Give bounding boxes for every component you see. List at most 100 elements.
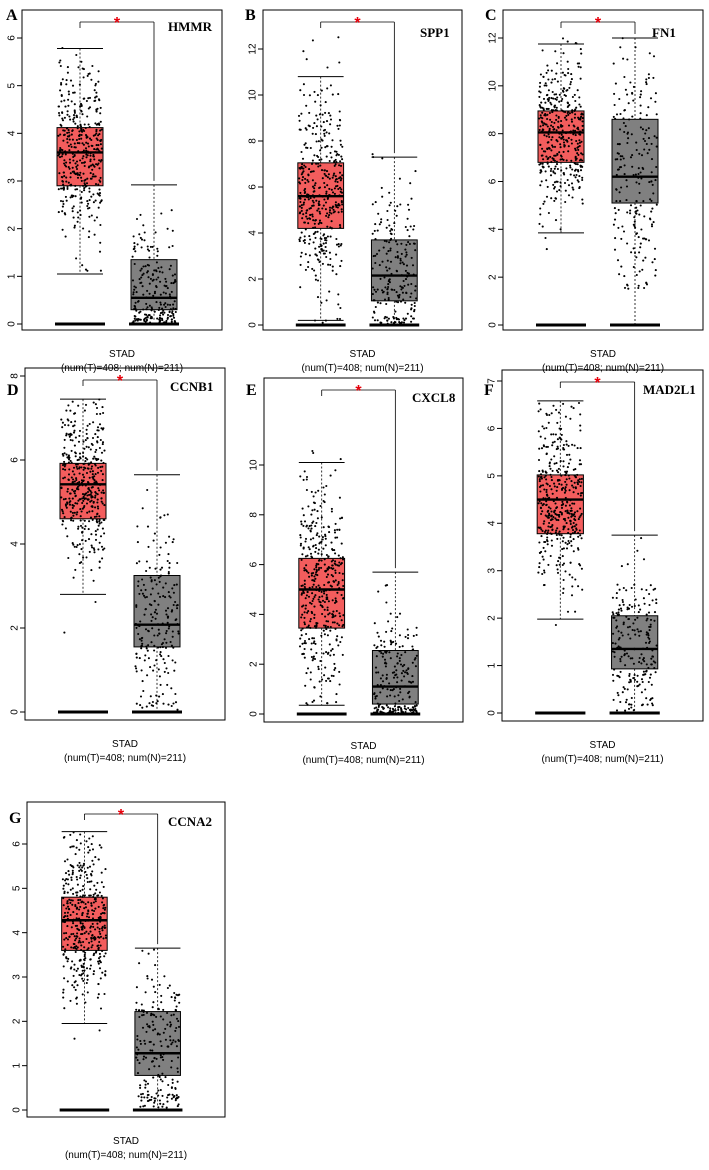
data-point [88,230,91,233]
data-point [652,192,655,195]
data-point [556,537,559,540]
data-point [561,563,564,567]
data-point [545,490,548,494]
data-point [314,626,318,629]
data-point [617,694,620,697]
data-point [552,404,555,407]
data-point [73,154,76,157]
data-point [579,118,582,121]
data-point [88,941,91,944]
data-point [374,290,378,293]
data-point [564,200,567,204]
data-point [144,608,147,611]
panel-letter: C [485,7,497,24]
data-point [60,81,63,85]
data-point [67,424,70,427]
data-point [632,85,635,88]
data-point [549,467,552,470]
data-point [402,279,405,283]
data-point [537,458,541,462]
data-point [391,707,394,710]
gene-label: MAD2L1 [643,382,696,397]
data-point [564,480,567,483]
data-point [160,1001,163,1004]
data-point [63,476,66,479]
data-point [327,555,330,558]
data-point [399,300,403,303]
data-point [387,317,390,320]
data-point [376,229,379,232]
data-point [160,566,164,569]
data-point [137,632,140,636]
data-point [158,695,161,698]
data-point [335,237,338,241]
data-point [400,321,403,324]
data-point [312,571,315,575]
data-point [83,409,86,412]
data-point [69,510,72,513]
data-point [630,586,633,590]
data-point [65,907,68,910]
data-point [633,629,636,632]
data-point [567,516,570,519]
data-point [65,199,68,202]
data-point [413,304,416,308]
data-point [313,508,316,511]
data-point [374,305,377,309]
data-point [555,496,559,499]
data-point [313,184,316,187]
data-point [154,269,158,272]
data-point [617,168,620,171]
data-point [87,97,90,100]
data-point [334,185,338,188]
data-point [648,592,651,596]
data-point [93,884,96,887]
data-point [622,603,625,606]
data-point [167,1094,170,1097]
data-point [309,238,312,241]
data-point [646,152,649,155]
data-point [170,1043,173,1046]
data-point [61,878,64,881]
data-point [312,641,315,645]
data-point [580,537,583,540]
data-point [69,79,73,82]
data-point [398,634,401,637]
data-point [642,670,645,673]
data-point [96,440,99,443]
data-point [313,187,316,190]
data-point [141,1014,144,1017]
data-point [581,178,584,182]
data-point [308,575,311,578]
data-point [314,253,317,256]
data-point [396,255,399,258]
data-point [77,66,80,69]
data-point [572,550,575,553]
data-point [160,212,163,215]
data-point [76,932,79,935]
data-point [407,667,410,671]
data-point [148,304,151,307]
data-point [102,461,105,464]
data-point [551,518,554,521]
data-point [76,878,79,881]
data-point [90,946,93,949]
data-point [82,143,85,146]
data-point [87,166,90,169]
data-point [574,176,577,179]
data-point [72,159,75,162]
data-point [140,669,143,672]
data-point [94,133,97,136]
data-point [159,1015,162,1018]
data-point [64,213,67,216]
data-point [98,192,102,195]
data-point [150,704,153,707]
data-point [67,166,70,169]
data-point [575,523,578,526]
data-point [408,242,411,246]
data-point [85,471,89,475]
data-point [151,1060,154,1063]
data-point [378,223,381,226]
data-point [413,310,416,313]
